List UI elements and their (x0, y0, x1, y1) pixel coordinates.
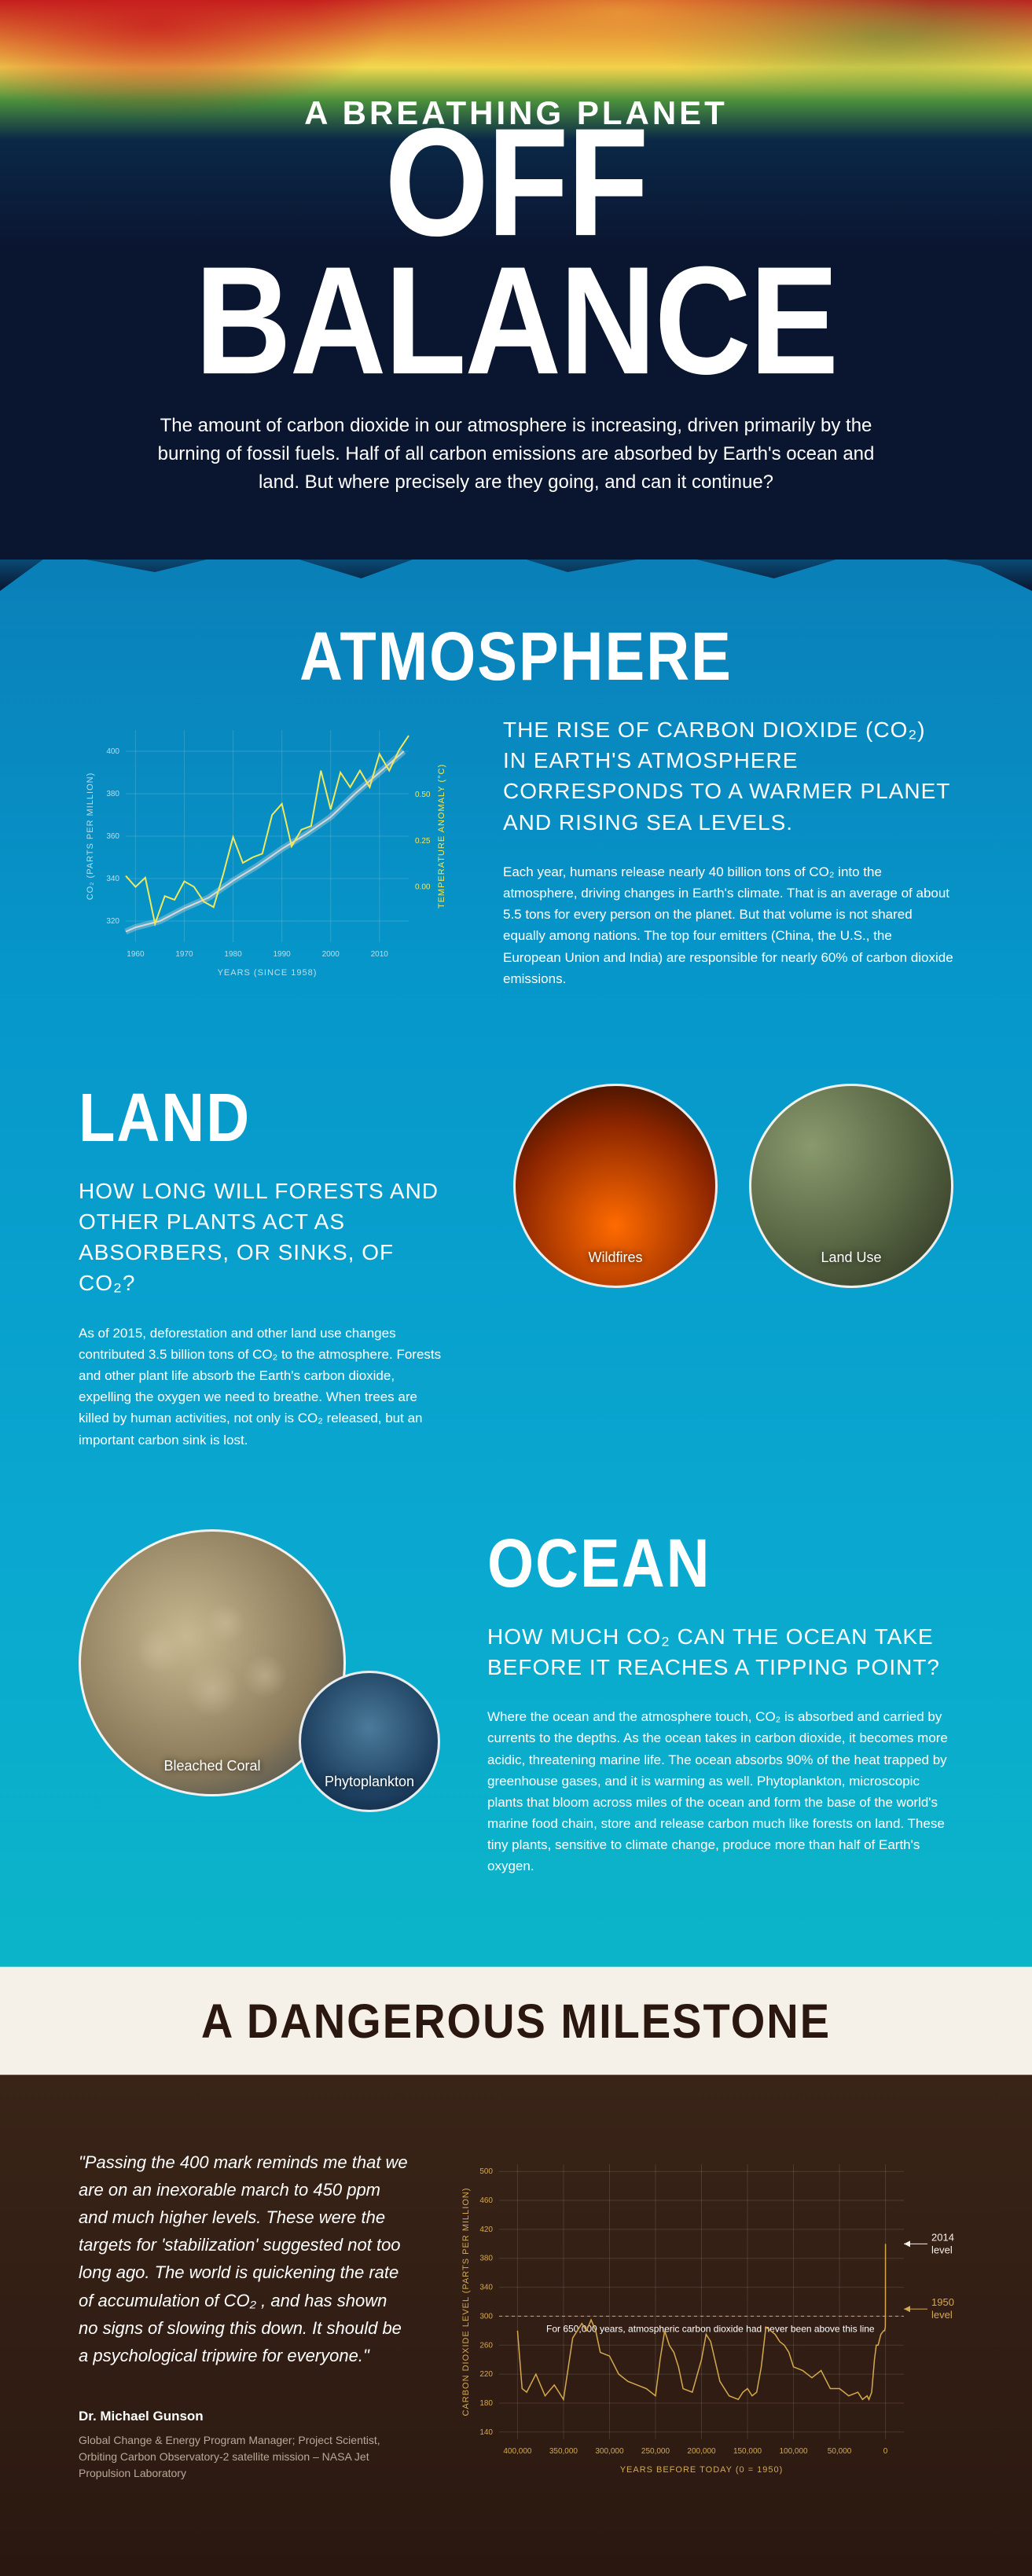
quote-text: "Passing the 400 mark reminds me that we… (79, 2149, 409, 2370)
land-text: LAND HOW LONG WILL FORESTS AND OTHER PLA… (79, 1084, 450, 1451)
atmosphere-text: THE RISE OF CARBON DIOXIDE (CO₂) IN EART… (503, 714, 953, 989)
svg-text:140: 140 (479, 2427, 493, 2436)
svg-text:200,000: 200,000 (687, 2447, 716, 2456)
svg-text:level: level (931, 2309, 953, 2321)
atmosphere-chart: 1960 1970 1980 1990 2000 2010 320 340 360 380 400 0… (79, 714, 456, 982)
land-title: LAND (79, 1078, 450, 1157)
wildfires-label: Wildfires (588, 1249, 642, 1266)
main-section: ATMOSPHERE 1960 1970 1980 1990 2000 2010 320 34… (0, 560, 1032, 1972)
svg-text:1990: 1990 (273, 950, 291, 959)
svg-text:2010: 2010 (371, 950, 389, 959)
land-subhead: HOW LONG WILL FORESTS AND OTHER PLANTS A… (79, 1176, 450, 1299)
svg-text:TEMPERATURE ANOMALY (°C): TEMPERATURE ANOMALY (°C) (437, 764, 446, 908)
svg-text:YEARS BEFORE TODAY (0 = 1950): YEARS BEFORE TODAY (0 = 1950) (620, 2465, 784, 2475)
quote-block: "Passing the 400 mark reminds me that we… (79, 2149, 409, 2482)
svg-text:380: 380 (106, 790, 119, 798)
svg-text:1980: 1980 (224, 950, 242, 959)
land-body: As of 2015, deforestation and other land… (79, 1323, 450, 1451)
svg-text:350,000: 350,000 (549, 2447, 578, 2456)
svg-text:400: 400 (106, 747, 119, 756)
quote-author: Dr. Michael Gunson (79, 2409, 409, 2424)
svg-text:150,000: 150,000 (733, 2447, 762, 2456)
wildfires-circle: Wildfires (513, 1084, 718, 1288)
ocean-block: Bleached Coral Phytoplankton OCEAN HOW M… (79, 1529, 953, 1877)
svg-text:YEARS (SINCE 1958): YEARS (SINCE 1958) (218, 968, 318, 978)
svg-text:380: 380 (479, 2254, 493, 2262)
landuse-label: Land Use (821, 1249, 881, 1266)
atmosphere-title: ATMOSPHERE (79, 617, 953, 695)
svg-text:340: 340 (479, 2283, 493, 2292)
svg-text:320: 320 (106, 917, 119, 926)
quote-author-title: Global Change & Energy Program Manager; … (79, 2432, 409, 2482)
svg-text:2014: 2014 (931, 2231, 954, 2243)
svg-text:100,000: 100,000 (779, 2447, 808, 2456)
svg-text:340: 340 (106, 875, 119, 883)
atmosphere-block: 1960 1970 1980 1990 2000 2010 320 340 360 380 400 0… (79, 714, 953, 989)
hero-intro: The amount of carbon dioxide in our atmo… (155, 412, 878, 497)
milestone-section: "Passing the 400 mark reminds me that we… (0, 2070, 1032, 2576)
svg-text:0.50: 0.50 (415, 791, 431, 799)
svg-text:0.00: 0.00 (415, 883, 431, 892)
coral-label: Bleached Coral (163, 1758, 260, 1774)
ocean-subhead: HOW MUCH CO₂ CAN THE OCEAN TAKE BEFORE I… (487, 1621, 953, 1682)
phyto-label: Phytoplankton (325, 1774, 414, 1790)
landuse-circle: Land Use (749, 1084, 953, 1288)
svg-text:CARBON DIOXIDE LEVEL (PARTS PE: CARBON DIOXIDE LEVEL (PARTS PER MILLION) (461, 2187, 471, 2416)
svg-text:260: 260 (479, 2341, 493, 2350)
svg-text:1960: 1960 (127, 950, 145, 959)
svg-text:1970: 1970 (175, 950, 193, 959)
svg-text:0: 0 (883, 2447, 888, 2456)
ocean-title: OCEAN (487, 1524, 953, 1602)
svg-text:1950: 1950 (931, 2296, 954, 2308)
atmosphere-subhead: THE RISE OF CARBON DIOXIDE (CO₂) IN EART… (503, 714, 953, 838)
svg-text:500: 500 (479, 2167, 493, 2176)
svg-text:2000: 2000 (322, 950, 340, 959)
land-circles: Wildfires Land Use (513, 1084, 953, 1288)
ocean-circles: Bleached Coral Phytoplankton (79, 1529, 440, 1796)
land-block: LAND HOW LONG WILL FORESTS AND OTHER PLA… (79, 1084, 953, 1451)
hero-section: A BREATHING PLANET OFF BALANCE The amoun… (0, 0, 1032, 560)
atmosphere-body: Each year, humans release nearly 40 bill… (503, 861, 953, 989)
ocean-body: Where the ocean and the atmosphere touch… (487, 1706, 953, 1877)
svg-text:0.25: 0.25 (415, 837, 431, 846)
phyto-circle: Phytoplankton (299, 1671, 440, 1812)
svg-text:220: 220 (479, 2370, 493, 2379)
svg-text:460: 460 (479, 2196, 493, 2205)
svg-text:180: 180 (479, 2399, 493, 2408)
svg-text:level: level (931, 2244, 953, 2255)
hero-title: OFF BALANCE (63, 114, 969, 391)
svg-text:300: 300 (479, 2312, 493, 2321)
svg-text:CO₂ (PARTS PER MILLION): CO₂ (PARTS PER MILLION) (86, 772, 95, 901)
svg-text:360: 360 (106, 832, 119, 841)
milestone-banner: A DANGEROUS MILESTONE (0, 1966, 1032, 2075)
svg-text:400,000: 400,000 (503, 2447, 532, 2456)
svg-text:50,000: 50,000 (828, 2447, 852, 2456)
svg-text:420: 420 (479, 2226, 493, 2234)
svg-text:300,000: 300,000 (595, 2447, 624, 2456)
svg-text:250,000: 250,000 (641, 2447, 670, 2456)
history-chart: 140 180 220 260 300 340 380 420 460 500 400,000 350… (456, 2149, 975, 2479)
ocean-text: OCEAN HOW MUCH CO₂ CAN THE OCEAN TAKE BE… (487, 1529, 953, 1877)
